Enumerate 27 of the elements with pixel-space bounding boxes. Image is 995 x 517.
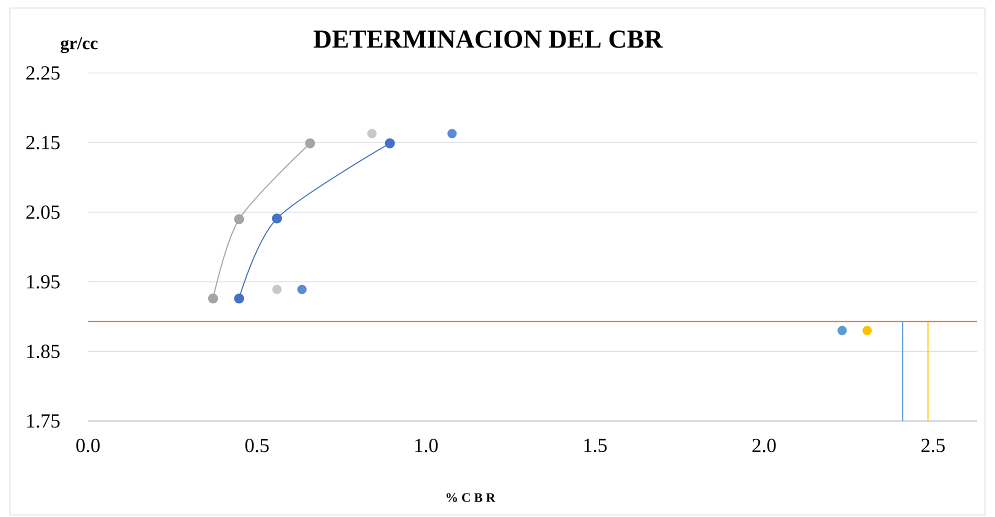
x-tick-label: 0.5 [245, 438, 269, 452]
x-tick-label: 1.5 [584, 438, 607, 452]
point [272, 213, 282, 224]
x-tick-label: 2.0 [752, 438, 776, 452]
x-axis-title: % C B R [446, 493, 496, 502]
x-tick-label: 1.0 [415, 438, 438, 452]
y-axis-title: gr/cc [60, 37, 98, 54]
point [837, 326, 847, 336]
y-tick-label: 2.15 [26, 136, 60, 150]
y-tick-label: 2.25 [26, 66, 60, 80]
y-tick-label: 1.85 [27, 344, 60, 358]
point [862, 326, 872, 336]
point [234, 214, 244, 224]
point [272, 284, 282, 294]
x-tick-label: 0.0 [76, 438, 100, 452]
point [234, 293, 244, 304]
y-tick-label: 2.05 [26, 205, 60, 219]
y-tick-label: 1.95 [27, 275, 60, 289]
x-tick-label: 2.5 [921, 438, 945, 452]
point [305, 138, 316, 148]
y-tick-label: 1.75 [27, 414, 60, 428]
point [208, 293, 218, 304]
point [297, 284, 307, 294]
point [447, 128, 457, 138]
point [367, 128, 377, 138]
point [384, 138, 395, 148]
chart-title: DETERMINACION DEL CBR [314, 30, 664, 48]
